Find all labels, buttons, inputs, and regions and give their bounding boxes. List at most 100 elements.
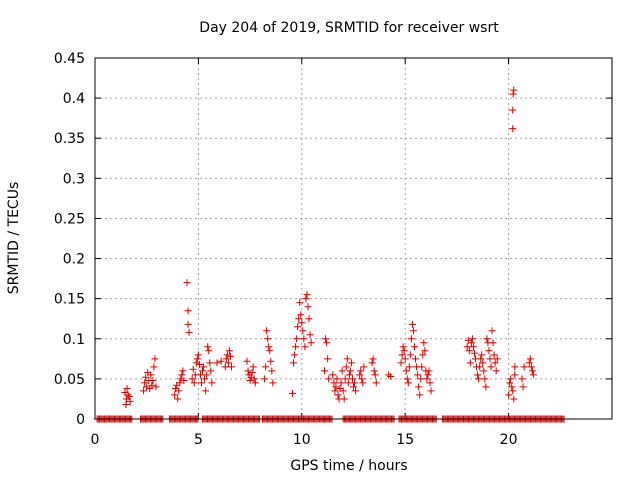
data-point [399, 343, 407, 351]
data-point [525, 359, 533, 367]
data-point [526, 355, 534, 363]
data-point [125, 393, 133, 401]
data-point [369, 355, 377, 363]
data-point [508, 383, 516, 391]
data-point [227, 363, 235, 371]
data-point [368, 359, 376, 367]
data-point [356, 371, 364, 379]
data-point [226, 352, 234, 360]
data-point [343, 355, 351, 363]
y-tick-label: 0.15 [54, 292, 85, 308]
data-point [304, 303, 312, 311]
data-point [192, 359, 200, 367]
data-point [423, 375, 431, 383]
data-point [184, 307, 192, 315]
data-point [505, 391, 513, 399]
data-point [347, 359, 355, 367]
data-point [307, 339, 315, 347]
data-point [372, 379, 380, 387]
data-point [337, 379, 345, 387]
data-point [463, 343, 471, 351]
data-point [262, 363, 270, 371]
data-point [480, 367, 488, 375]
data-point [295, 315, 303, 323]
data-point [402, 367, 410, 375]
data-point [467, 339, 475, 347]
data-point [425, 367, 433, 375]
data-point [414, 371, 422, 379]
data-point [348, 375, 356, 383]
data-point [325, 375, 333, 383]
data-point [301, 343, 309, 351]
data-point [290, 359, 298, 367]
data-point [207, 367, 215, 375]
data-point [152, 383, 160, 391]
data-point [490, 351, 498, 359]
data-point [358, 375, 366, 383]
data-point [333, 375, 341, 383]
data-point [224, 359, 232, 367]
data-point [321, 367, 329, 375]
data-point [296, 299, 304, 307]
data-point [465, 347, 473, 355]
data-point [350, 383, 357, 391]
data-point [489, 339, 497, 347]
data-point [416, 391, 424, 399]
data-point [247, 373, 255, 381]
data-point [420, 339, 428, 347]
data-point [507, 375, 515, 383]
data-point [360, 363, 368, 371]
data-point [213, 359, 221, 367]
data-point [204, 343, 212, 351]
x-axis-ticks: 0 5 10 15 20 [91, 58, 518, 448]
data-point [179, 367, 187, 375]
data-point [406, 351, 414, 359]
data-point [323, 339, 331, 347]
data-point [528, 367, 536, 375]
grid-lines [95, 58, 612, 419]
data-point [476, 363, 484, 371]
data-point [424, 371, 432, 379]
data-point [184, 320, 192, 328]
data-point [205, 347, 213, 355]
data-point [208, 379, 216, 387]
data-point [268, 367, 276, 375]
data-point [415, 383, 423, 391]
data-point [486, 355, 494, 363]
x-tick-label: 0 [91, 432, 100, 448]
data-point [387, 372, 395, 380]
y-tick-label: 0.25 [54, 211, 85, 227]
x-axis-label: GPS time / hours [290, 458, 407, 474]
data-point [492, 367, 500, 375]
x-tick-label: 10 [293, 432, 311, 448]
data-point [466, 359, 474, 367]
data-point [483, 335, 491, 343]
data-point [175, 387, 183, 395]
data-point [340, 395, 348, 403]
data-point [140, 387, 148, 395]
data-point [485, 347, 493, 355]
plot-frame [94, 57, 613, 420]
data-point [306, 331, 314, 339]
data-point [148, 381, 156, 389]
data-point [206, 359, 214, 367]
data-point [427, 387, 435, 395]
data-point [217, 357, 225, 365]
data-point [470, 349, 478, 357]
data-point [371, 371, 379, 379]
data-point [509, 125, 517, 133]
data-point [411, 343, 419, 351]
y-axis-ticks: 0 0.05 0.1 0.15 0.2 0.25 0.3 0.35 0.4 0.45 [54, 51, 612, 428]
data-point [180, 376, 188, 384]
data-point [403, 375, 411, 383]
y-axis-label: SRMTID / TECUs [6, 182, 22, 295]
data-point [261, 375, 269, 383]
data-point [491, 359, 499, 367]
data-point [370, 367, 378, 375]
data-point [294, 323, 302, 331]
data-point [329, 371, 337, 379]
data-point [222, 355, 230, 363]
y-tick-label: 0.4 [63, 91, 85, 107]
data-point [221, 363, 229, 371]
data-point [288, 389, 296, 397]
